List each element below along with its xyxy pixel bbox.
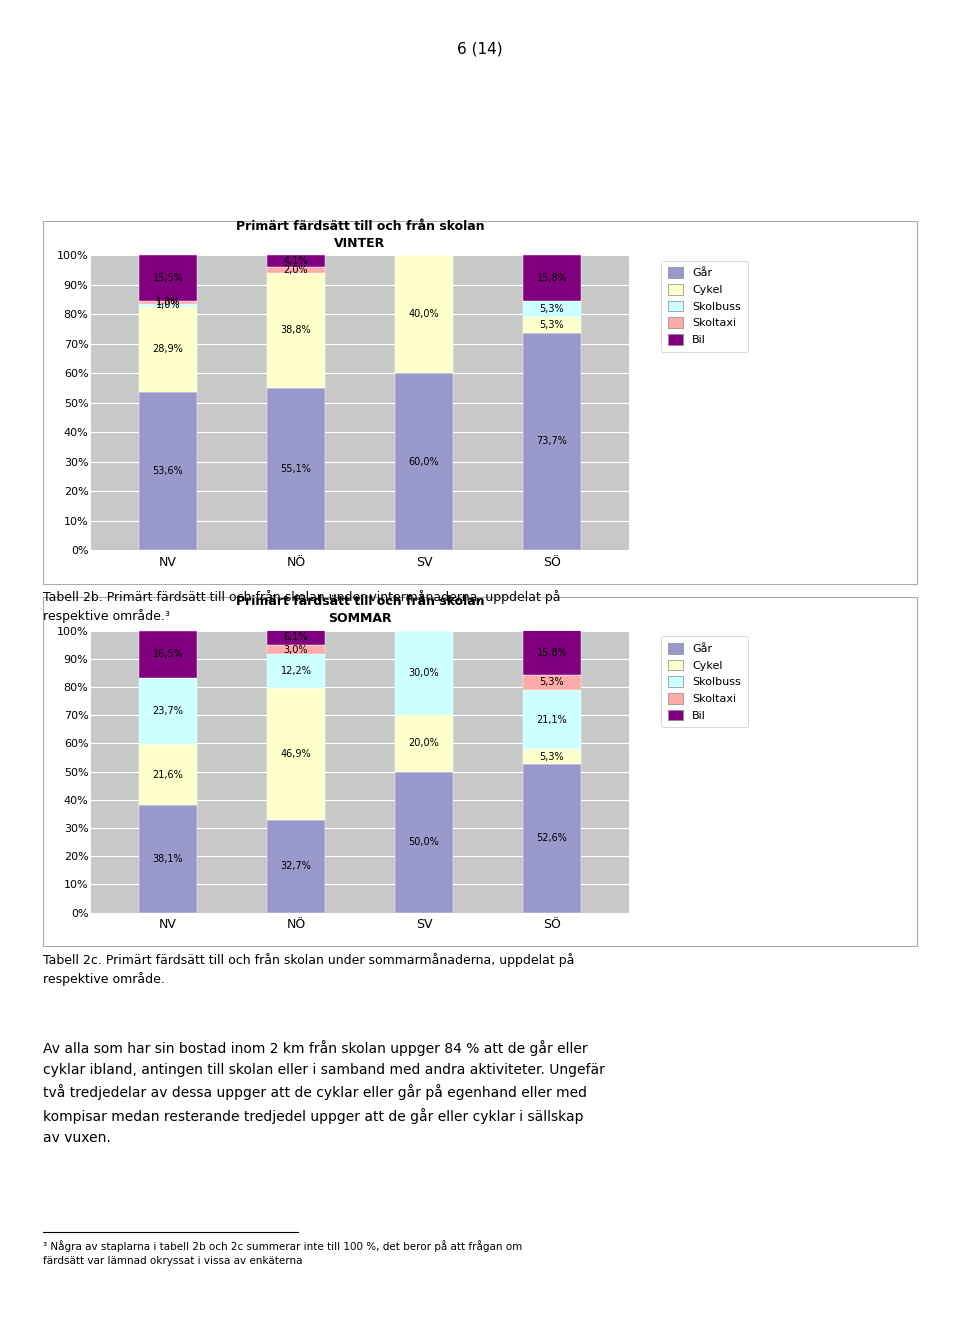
Bar	[139, 306, 197, 392]
Bar	[396, 715, 453, 772]
Text: Tabell 2b. Primärt färdsätt till och från skolan under vintermånaderna, uppdelat: Tabell 2b. Primärt färdsätt till och frå…	[43, 590, 561, 623]
Text: 16,5%: 16,5%	[153, 650, 183, 659]
Text: 2,0%: 2,0%	[284, 264, 308, 275]
Bar	[139, 303, 197, 306]
Text: 5,3%: 5,3%	[540, 678, 564, 687]
Text: 30,0%: 30,0%	[409, 668, 440, 678]
Bar	[267, 646, 324, 654]
Text: 15,8%: 15,8%	[537, 272, 567, 283]
Text: 60,0%: 60,0%	[409, 456, 440, 467]
Bar	[523, 749, 581, 765]
Text: 6 (14): 6 (14)	[457, 42, 503, 56]
Text: 46,9%: 46,9%	[280, 749, 311, 760]
Title: Primärt färdsätt till och från skolan
SOMMAR: Primärt färdsätt till och från skolan SO…	[236, 596, 484, 625]
Text: 50,0%: 50,0%	[409, 837, 440, 847]
Text: 38,8%: 38,8%	[280, 325, 311, 336]
Bar	[267, 654, 324, 688]
Text: 38,1%: 38,1%	[153, 854, 183, 864]
Text: 5,3%: 5,3%	[540, 752, 564, 762]
Text: 6,1%: 6,1%	[284, 632, 308, 641]
Text: ³ Några av staplarna i tabell 2b och 2c summerar inte till 100 %, det beror på a: ³ Några av staplarna i tabell 2b och 2c …	[43, 1240, 522, 1266]
Title: Primärt färdsätt till och från skolan
VINTER: Primärt färdsätt till och från skolan VI…	[236, 220, 484, 250]
Bar	[139, 301, 197, 303]
Bar	[523, 333, 581, 550]
Bar	[523, 690, 581, 749]
Text: 3,0%: 3,0%	[284, 644, 308, 655]
Text: 20,0%: 20,0%	[409, 738, 440, 749]
Bar	[523, 302, 581, 317]
Text: 15,8%: 15,8%	[537, 648, 567, 658]
Bar	[523, 631, 581, 675]
Text: 21,6%: 21,6%	[153, 770, 183, 780]
Bar	[267, 820, 324, 913]
Bar	[396, 373, 453, 550]
Bar	[396, 772, 453, 913]
Bar	[267, 388, 324, 550]
Legend: Går, Cykel, Skolbuss, Skoltaxi, Bil: Går, Cykel, Skolbuss, Skoltaxi, Bil	[661, 636, 748, 727]
Text: 12,2%: 12,2%	[280, 666, 311, 676]
Bar	[267, 272, 324, 388]
Text: 32,7%: 32,7%	[280, 862, 311, 871]
Legend: Går, Cykel, Skolbuss, Skoltaxi, Bil: Går, Cykel, Skolbuss, Skoltaxi, Bil	[661, 260, 748, 352]
Text: 40,0%: 40,0%	[409, 309, 440, 319]
Bar	[267, 688, 324, 820]
Bar	[139, 678, 197, 745]
Text: 15,5%: 15,5%	[153, 272, 183, 283]
Text: 5,3%: 5,3%	[540, 305, 564, 314]
Bar	[523, 255, 581, 302]
Bar	[139, 392, 197, 550]
Bar	[267, 267, 324, 272]
Bar	[267, 628, 324, 646]
Bar	[523, 317, 581, 333]
Bar	[139, 745, 197, 805]
Text: Tabell 2c. Primärt färdsätt till och från skolan under sommarmånaderna, uppdelat: Tabell 2c. Primärt färdsätt till och frå…	[43, 953, 575, 985]
Text: 52,6%: 52,6%	[537, 833, 567, 843]
Text: 1,0%: 1,0%	[156, 301, 180, 310]
Text: 53,6%: 53,6%	[153, 466, 183, 476]
Bar	[139, 631, 197, 678]
Text: 5,3%: 5,3%	[540, 319, 564, 330]
Bar	[523, 765, 581, 913]
Text: 4,1%: 4,1%	[284, 256, 308, 266]
Bar	[396, 255, 453, 373]
Bar	[523, 675, 581, 690]
Bar	[139, 255, 197, 301]
Bar	[139, 805, 197, 913]
Text: 21,1%: 21,1%	[537, 715, 567, 725]
Text: 23,7%: 23,7%	[153, 706, 183, 715]
Text: Av alla som har sin bostad inom 2 km från skolan uppger 84 % att de går eller
cy: Av alla som har sin bostad inom 2 km frå…	[43, 1040, 605, 1145]
Text: 55,1%: 55,1%	[280, 464, 311, 474]
Text: 28,9%: 28,9%	[153, 345, 183, 354]
Bar	[396, 631, 453, 715]
Text: 73,7%: 73,7%	[537, 436, 567, 447]
Text: 1,0%: 1,0%	[156, 297, 180, 307]
Bar	[267, 255, 324, 267]
